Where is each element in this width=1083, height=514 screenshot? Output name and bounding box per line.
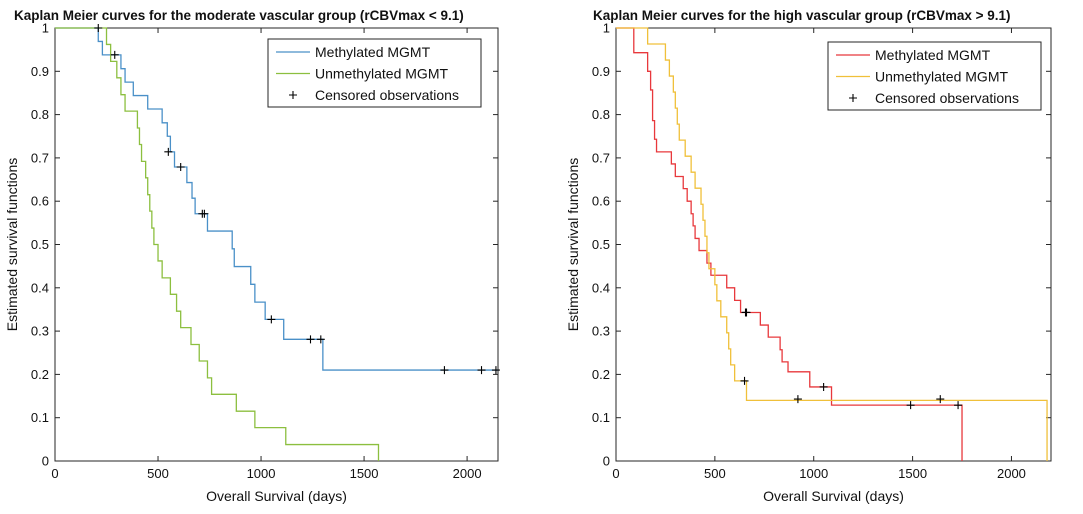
x-tick-label: 1500 xyxy=(350,466,379,481)
survival-curve-unmethylated xyxy=(55,27,380,461)
censored-marker xyxy=(306,335,315,344)
censored-marker xyxy=(936,395,945,404)
y-tick-label: 0.4 xyxy=(31,280,49,295)
x-tick-label: 0 xyxy=(51,466,58,481)
chart-title: Kaplan Meier curves for the moderate vas… xyxy=(14,8,464,23)
y-tick-label: 0.8 xyxy=(31,107,49,122)
y-tick-label: 0.5 xyxy=(592,237,610,252)
censored-marker xyxy=(740,376,749,385)
legend-label: Methylated MGMT xyxy=(875,47,991,63)
y-tick-label: 0 xyxy=(42,454,49,469)
y-tick-label: 0.2 xyxy=(592,367,610,382)
y-tick-label: 0.2 xyxy=(31,367,49,382)
censored-marker xyxy=(491,366,500,375)
censored-marker xyxy=(906,401,915,410)
censored-marker xyxy=(164,147,173,156)
censored-marker xyxy=(94,24,103,32)
censored-marker xyxy=(110,50,119,59)
legend-box xyxy=(827,41,1042,111)
kaplan-meier-chart-high: 0 0.1 0.2 0.3 0.4 0.5 0.6 0.7 0.8 0.9 1 0 500 1000 150… xyxy=(565,21,1052,504)
y-tick-label: 0.3 xyxy=(31,324,49,339)
y-tick-label: 0.1 xyxy=(31,410,49,425)
y-tick-label: 0.1 xyxy=(592,410,610,425)
x-tick-label: 0 xyxy=(612,466,619,481)
censored-marker xyxy=(819,382,828,391)
legend-label: Censored observations xyxy=(315,87,459,103)
y-tick-label: 0.7 xyxy=(31,150,49,165)
x-tick-label: 1000 xyxy=(799,466,828,481)
censored-marker xyxy=(440,366,449,375)
x-tick-label: 1000 xyxy=(247,466,276,481)
legend-censored-marker xyxy=(289,91,297,99)
censored-marker xyxy=(742,308,751,317)
y-tick-label: 0 xyxy=(603,454,610,469)
survival-curve-methylated xyxy=(616,27,963,461)
kaplan-meier-chart-moderate: 0 0.1 0.2 0.3 0.4 0.5 0.6 0.7 0.8 0.9 1 0 500 1000 150… xyxy=(4,21,500,504)
censored-marker xyxy=(200,209,209,218)
y-tick-label: 0.7 xyxy=(592,150,610,165)
y-tick-label: 1 xyxy=(603,21,610,36)
y-tick-label: 0.3 xyxy=(592,324,610,339)
chart-title: Kaplan Meier curves for the high vascula… xyxy=(593,8,1011,23)
y-tick-label: 0.8 xyxy=(592,107,610,122)
legend-label: Unmethylated MGMT xyxy=(875,69,1008,85)
censored-marker xyxy=(176,162,185,171)
x-tick-label: 500 xyxy=(704,466,726,481)
y-tick-label: 0.6 xyxy=(31,194,49,209)
y-axis-label: Estimated survival functions xyxy=(4,158,20,332)
x-tick-label: 2000 xyxy=(453,466,482,481)
y-tick-label: 0.6 xyxy=(592,194,610,209)
legend-censored-marker xyxy=(849,94,857,102)
survival-curve-unmethylated xyxy=(616,27,1048,461)
y-tick-label: 0.9 xyxy=(592,64,610,79)
chart-panel-high-vascular: Kaplan Meier curves for the high vascula… xyxy=(541,0,1083,514)
chart-panel-moderate-vascular: Kaplan Meier curves for the moderate vas… xyxy=(0,0,541,514)
legend-label: Methylated MGMT xyxy=(315,44,431,60)
x-tick-label: 2000 xyxy=(997,466,1026,481)
y-tick-label: 0.4 xyxy=(592,280,610,295)
y-tick-label: 1 xyxy=(42,21,49,36)
x-axis-label: Overall Survival (days) xyxy=(206,488,347,504)
legend-label: Unmethylated MGMT xyxy=(315,66,448,82)
legend-label: Censored observations xyxy=(875,90,1019,106)
censored-marker xyxy=(267,315,276,324)
y-axis-label: Estimated survival functions xyxy=(565,158,581,332)
x-axis-label: Overall Survival (days) xyxy=(763,488,904,504)
censored-marker xyxy=(477,366,486,375)
censored-marker xyxy=(954,401,963,410)
y-tick-label: 0.5 xyxy=(31,237,49,252)
x-tick-label: 1500 xyxy=(898,466,927,481)
x-tick-label: 500 xyxy=(147,466,169,481)
censored-marker xyxy=(793,395,802,404)
y-tick-label: 0.9 xyxy=(31,64,49,79)
censored-marker xyxy=(316,335,325,344)
